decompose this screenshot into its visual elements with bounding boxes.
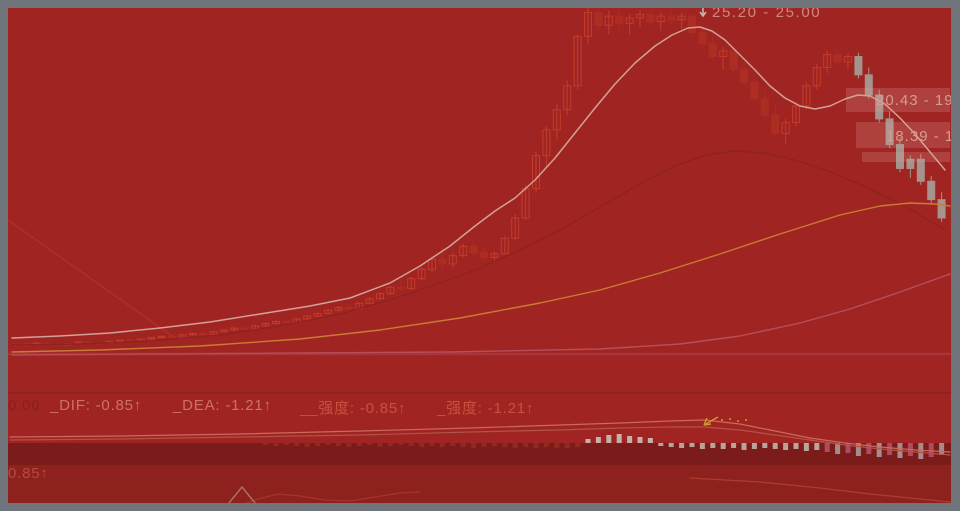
strength-dea-value-label: _强度: -1.21↑ bbox=[437, 400, 535, 417]
gap-label-box-1 bbox=[846, 88, 950, 112]
strength-dif-value-label: __强度: -0.85↑ bbox=[300, 400, 407, 417]
macd-indicator-header: 0.00 _DIF: -0.85↑ _DEA: -1.21↑ __强度: -0.… bbox=[8, 397, 951, 417]
peak-range-label: 25.20 - 25.00 bbox=[712, 8, 822, 21]
gap-label-box-3 bbox=[862, 152, 950, 162]
dif-value-label: _DIF: -0.85↑ bbox=[50, 397, 143, 414]
panel-separator bbox=[8, 392, 951, 394]
gap-range-label-2: 18.39 - 1 bbox=[886, 128, 951, 145]
pin-marker-icon bbox=[696, 8, 710, 21]
gap-label-box-2 bbox=[856, 122, 950, 148]
chart-area[interactable]: 25.20 - 25.00 20.43 - 19 18.39 - 1 0.00 … bbox=[8, 8, 951, 503]
chart-stage: 25.20 - 25.00 20.43 - 19 18.39 - 1 0.00 … bbox=[8, 8, 951, 503]
candlestick-chart-canvas[interactable] bbox=[8, 8, 951, 503]
macd-lower-band bbox=[8, 443, 951, 465]
secondary-indicator-panel bbox=[8, 465, 951, 503]
macd-zero-value: 0.00 bbox=[8, 397, 41, 414]
dea-value-label: _DEA: -1.21↑ bbox=[173, 397, 272, 414]
panel2-value-label: 0.85↑ bbox=[8, 465, 49, 482]
gap-range-label-1: 20.43 - 19 bbox=[876, 92, 951, 109]
